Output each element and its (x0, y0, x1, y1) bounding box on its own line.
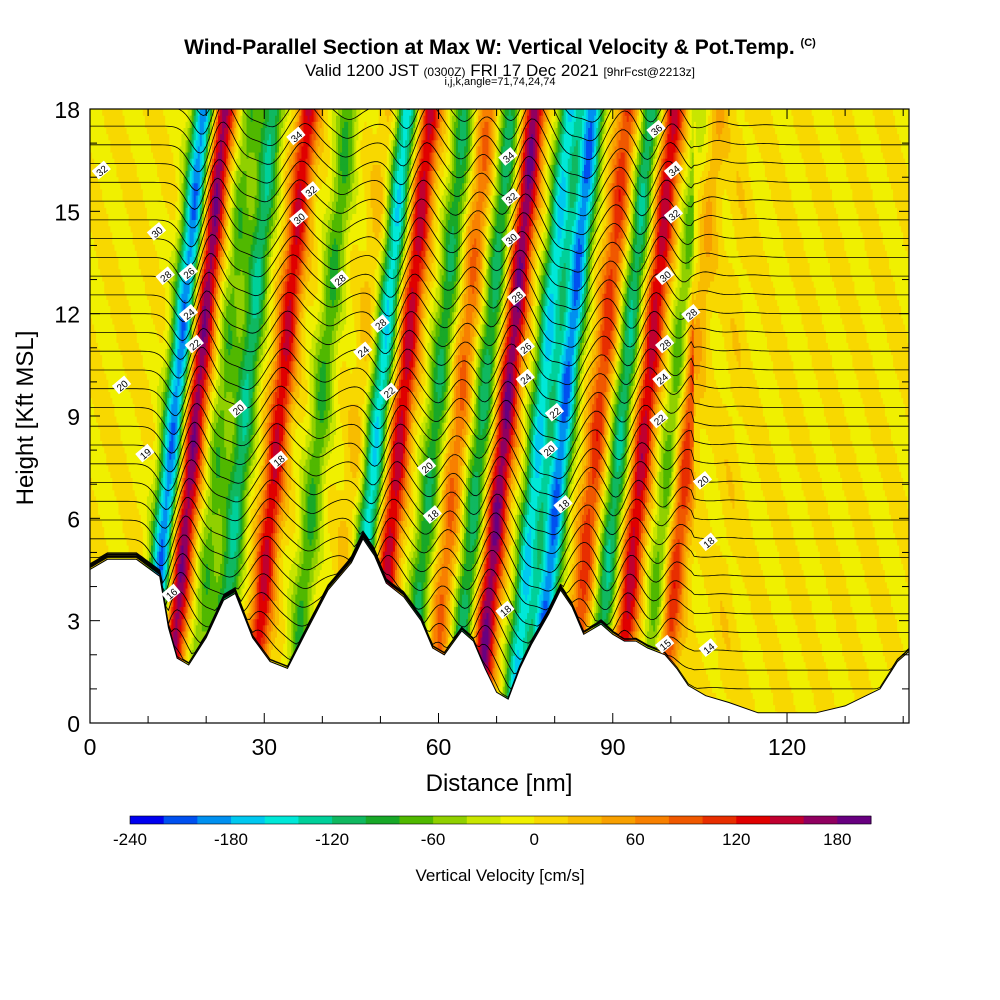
cross-section-chart: 3234 36343432 32323030303028 26 282828242828… (0, 0, 1000, 1000)
